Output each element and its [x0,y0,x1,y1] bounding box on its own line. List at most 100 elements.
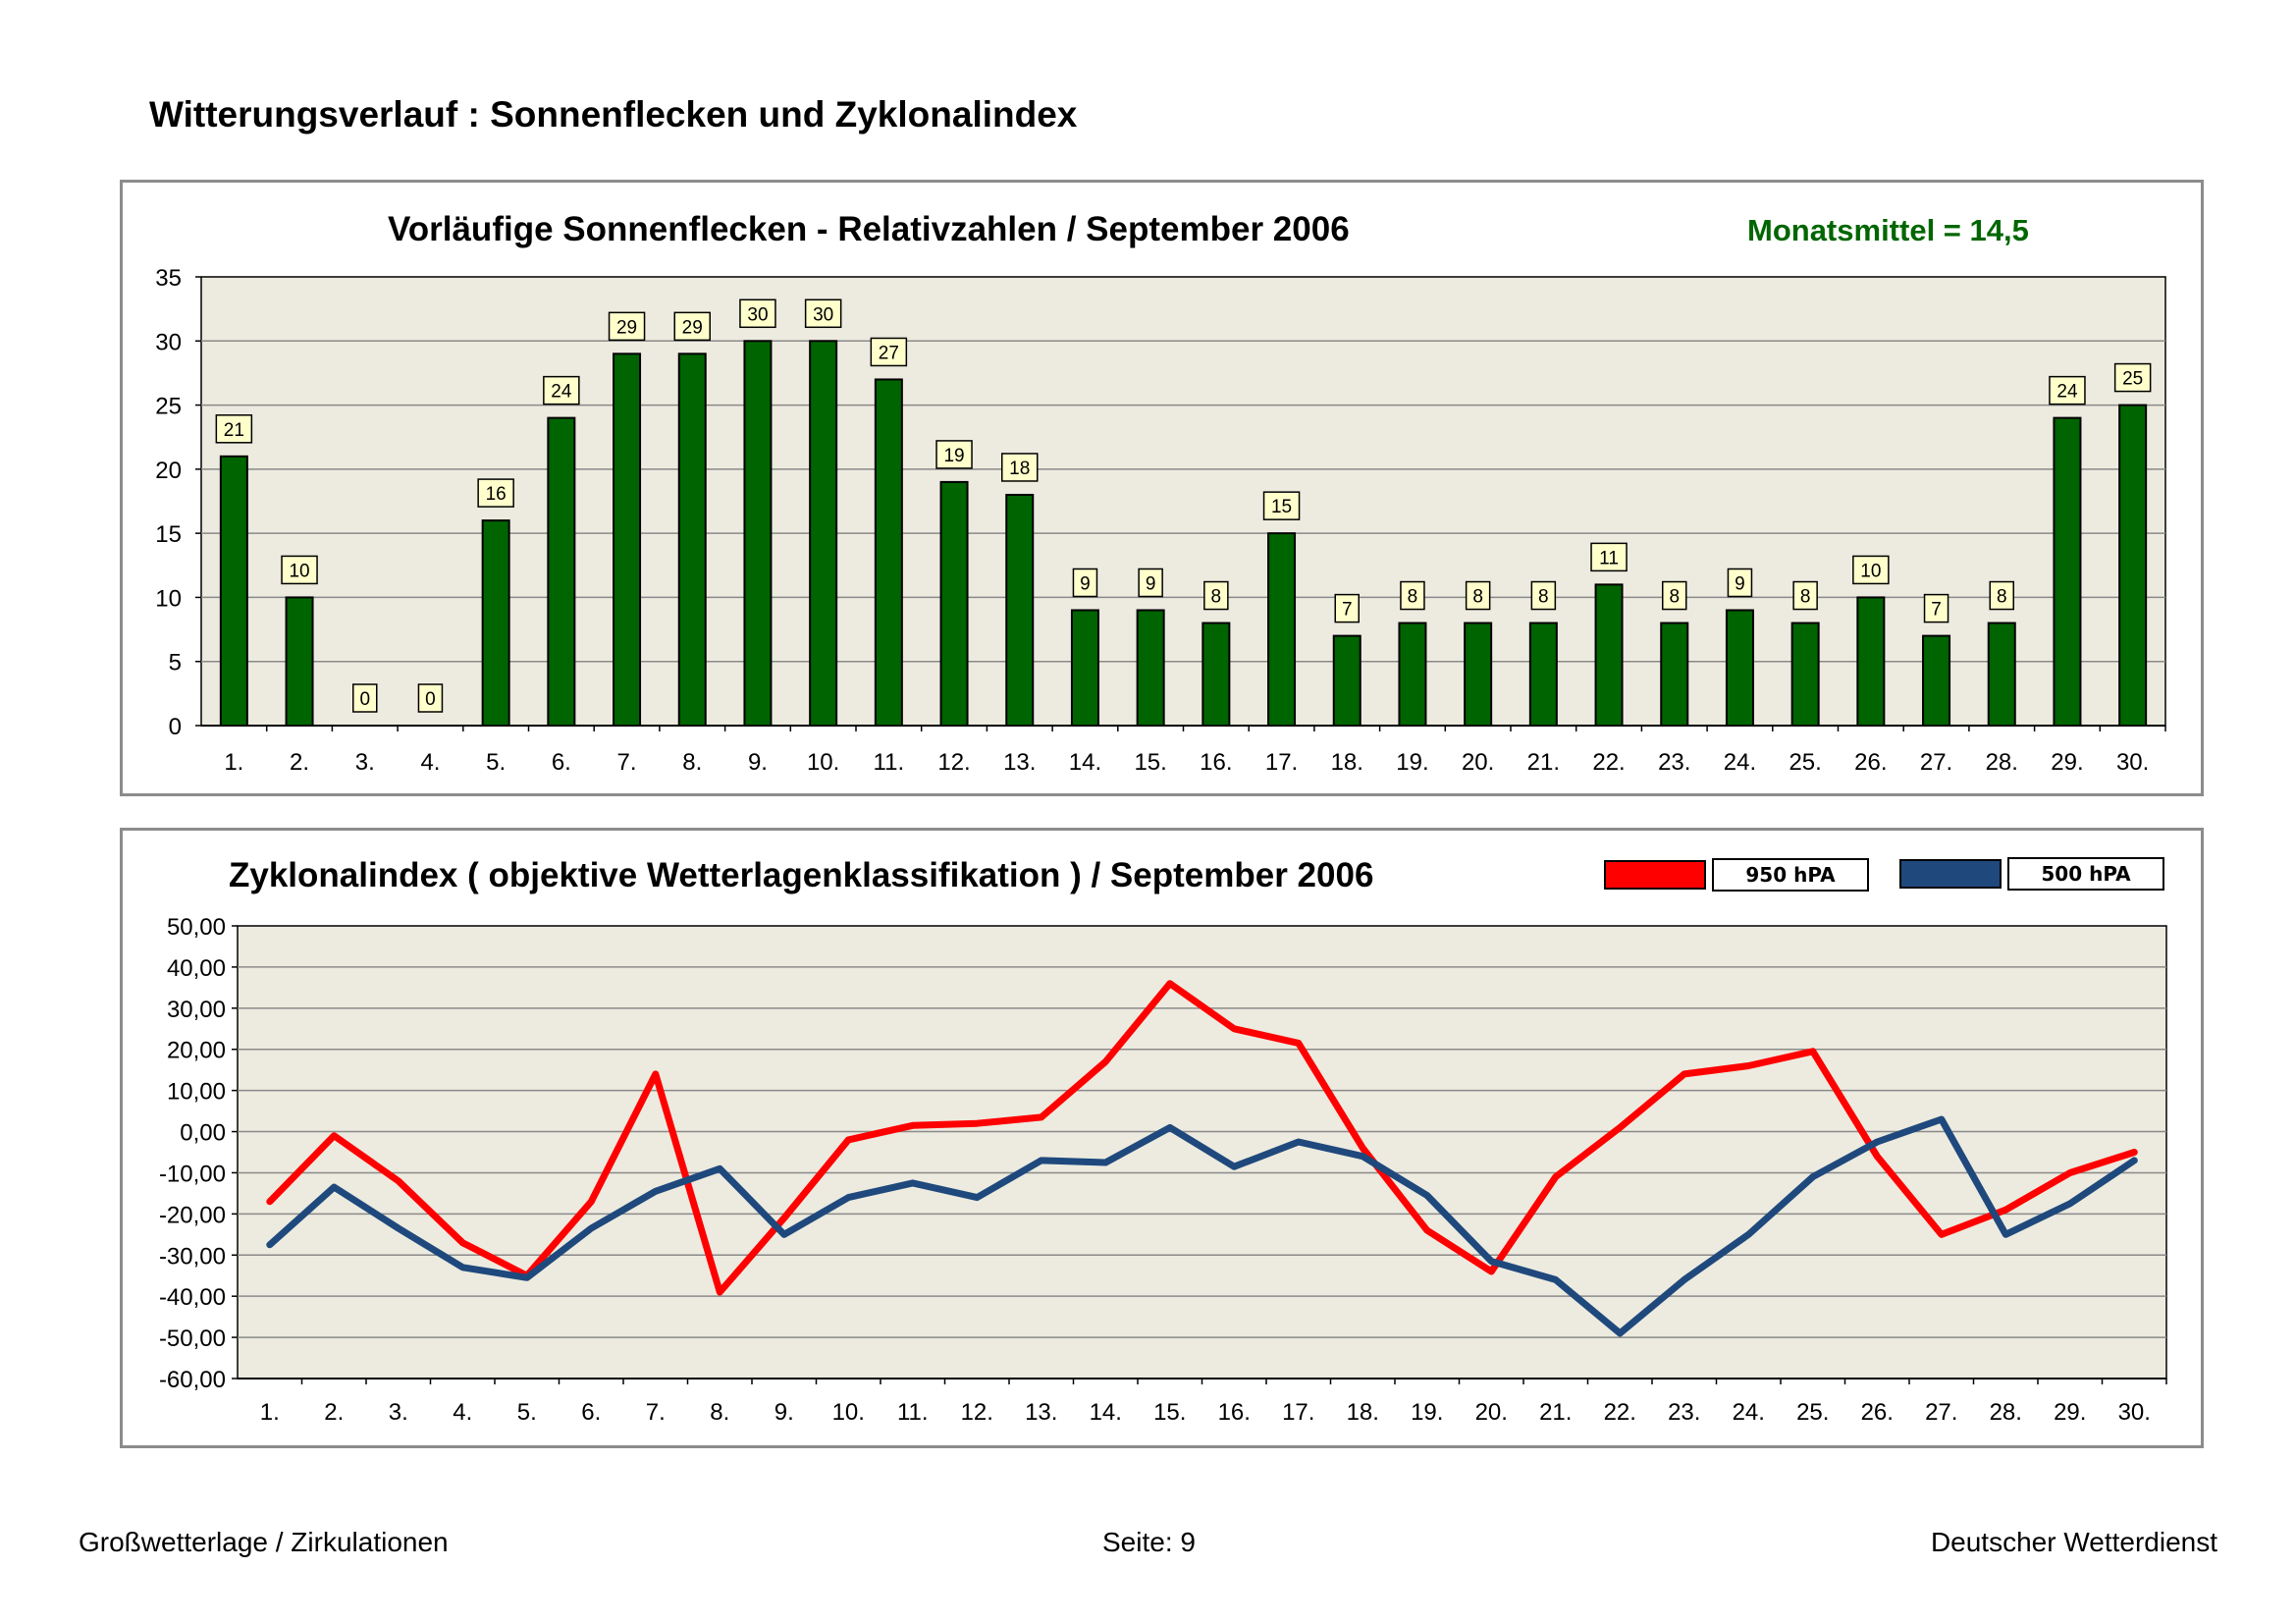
bar [481,519,510,728]
data-label-box [1590,542,1628,572]
x-tick-label: 29. [2051,749,2083,776]
bar [2118,404,2148,727]
x-tick-label: 16. [1200,749,1232,776]
data-label: 30 [747,304,768,325]
y-tick-label: -10,00 [159,1161,226,1187]
legend-label-500: 500 hPA [2007,857,2164,891]
data-label: 10 [289,561,309,581]
x-tick-label: 26. [1854,749,1887,776]
y-tick-label: 10,00 [167,1079,226,1106]
bar [1398,622,1427,727]
data-label: 8 [1538,587,1549,608]
x-tick-label: 29. [2054,1399,2086,1426]
data-label-box [1138,568,1163,598]
data-label: 0 [359,689,370,710]
x-tick-label: 15. [1153,1399,1186,1426]
monthly-mean-label: Monatsmittel = 14,5 [1747,213,2029,247]
data-label: 8 [1408,587,1418,608]
x-tick-label: 22. [1604,1399,1636,1426]
sunspot-chart: Vorläufige Sonnenflecken - Relativzahlen… [120,180,2204,796]
x-tick-label: 10. [807,749,839,776]
data-label-box [1727,568,1753,598]
x-tick-label: 1. [260,1399,280,1426]
x-tick-label: 15. [1134,749,1166,776]
y-tick-label: -30,00 [159,1243,226,1270]
bar [874,378,903,727]
x-tick-label: 18. [1347,1399,1379,1426]
x-tick-label: 24. [1724,749,1756,776]
data-label-box [1530,580,1557,611]
data-label: 29 [616,317,637,338]
line-series-950 [266,980,2138,1296]
x-tick-label: 1. [224,749,243,776]
x-tick-label: 17. [1282,1399,1314,1426]
x-tick-label: 28. [1986,749,2018,776]
data-label: 15 [1271,497,1292,517]
footer-page-number: Seite: 9 [1102,1527,1196,1557]
y-tick-label: 35 [155,265,182,292]
bar [1136,609,1165,727]
x-tick-label: 23. [1668,1399,1700,1426]
data-label-box [804,298,842,329]
x-tick-label: 5. [517,1399,537,1426]
x-tick-label: 3. [355,749,375,776]
x-tick-label: 13. [1025,1399,1057,1426]
data-label-box [1203,580,1229,611]
data-label-box [2049,375,2086,406]
data-label-box [673,311,711,342]
x-tick-label: 23. [1658,749,1690,776]
data-label: 8 [1472,587,1483,608]
data-label: 0 [425,689,436,710]
data-label-box [417,683,444,713]
bar [1987,622,2016,727]
x-tick-label: 2. [290,749,309,776]
data-label: 10 [1860,561,1881,581]
bar [1790,622,1820,727]
x-tick-label: 12. [937,749,970,776]
data-label: 21 [224,420,244,441]
y-tick-label: 30,00 [167,997,226,1023]
x-tick-label: 8. [710,1399,729,1426]
data-label-box [1400,580,1425,611]
data-label: 30 [813,304,833,325]
bar [1267,532,1297,727]
x-tick-label: 14. [1069,749,1101,776]
x-tick-label: 12. [961,1399,993,1426]
y-tick-label: 25 [155,394,182,420]
zyklonal-chart: Zyklonalindex ( objektive Wetterlagenkla… [120,828,2204,1448]
data-label-box [1334,593,1360,623]
bar [285,596,314,727]
bar [2053,416,2082,727]
x-tick-label: 26. [1861,1399,1894,1426]
bar [743,340,773,728]
data-label-box [739,298,776,329]
x-tick-label: 16. [1218,1399,1251,1426]
x-tick-label: 19. [1396,749,1428,776]
x-tick-label: 10. [832,1399,865,1426]
bar [1856,596,1886,727]
data-label: 18 [1009,459,1030,479]
y-tick-label: -50,00 [159,1325,226,1352]
bar [1332,634,1362,728]
x-tick-label: 8. [682,749,702,776]
x-tick-label: 7. [646,1399,666,1426]
data-label-box [543,375,580,406]
data-label: 9 [1146,573,1156,594]
data-label: 24 [551,382,572,403]
bar [613,352,642,727]
y-tick-label: 0 [169,714,182,740]
y-tick-label: 20 [155,458,182,484]
data-label: 9 [1080,573,1091,594]
x-tick-label: 2. [324,1399,344,1426]
y-tick-label: 10 [155,585,182,612]
y-tick-label: 0,00 [180,1120,226,1147]
bar [1201,622,1231,727]
x-tick-label: 14. [1090,1399,1122,1426]
bar [677,352,707,727]
y-tick-label: 50,00 [167,914,226,941]
sunspot-chart-canvas: 0 5 10 15 20 25 30 35 21 1. 10 2. 0 3. 0 4. 16 5. 24 6. 29 7.… [155,265,2166,776]
x-tick-label: 18. [1331,749,1363,776]
x-tick-label: 7. [617,749,637,776]
data-label-box [870,337,908,367]
bar [1922,634,1951,728]
